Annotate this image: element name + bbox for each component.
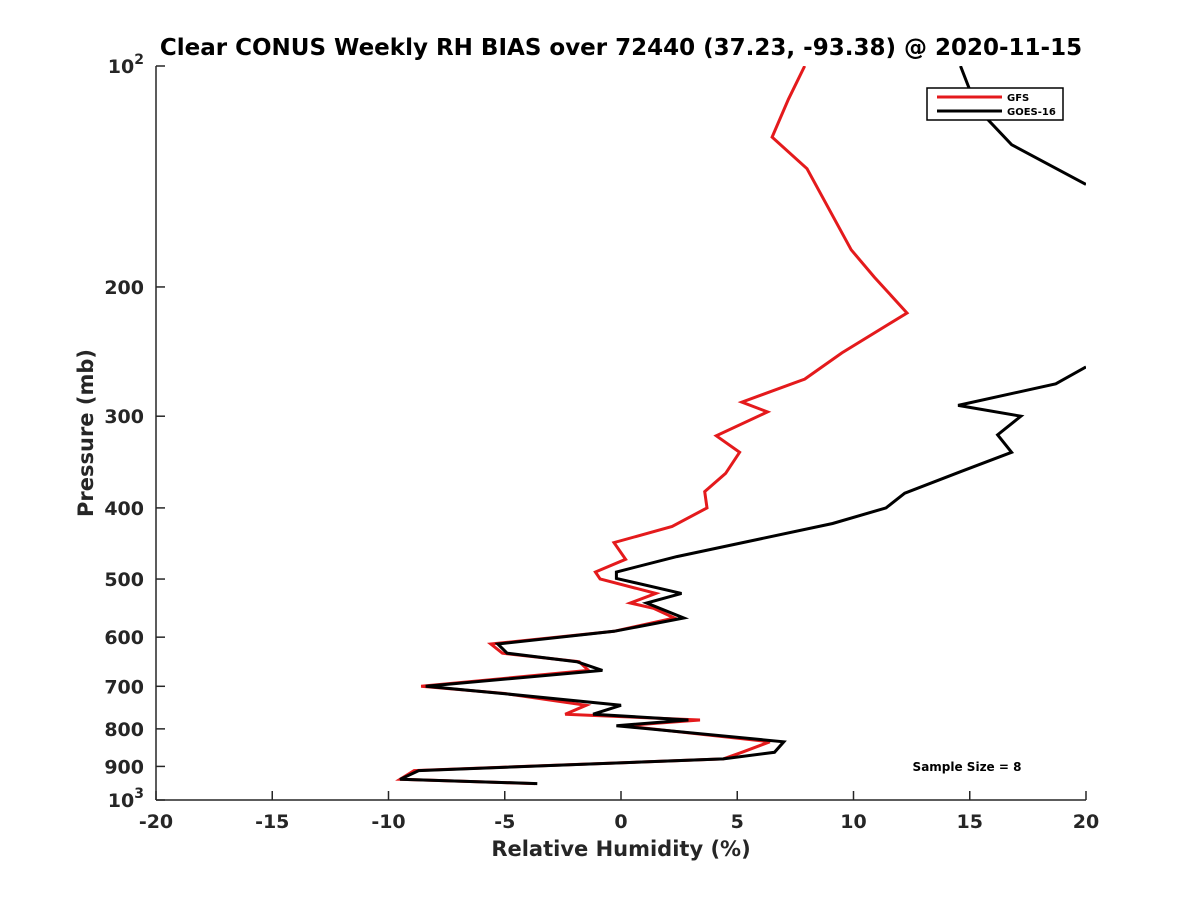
series-line-goes-16 (399, 66, 1086, 786)
x-tick-label: 5 (731, 811, 744, 833)
x-tick-label: 0 (614, 811, 627, 833)
legend: GFS GOES-16 (926, 87, 1064, 121)
x-axis-label: Relative Humidity (%) (491, 837, 750, 861)
y-axis-label: Pressure (mb) (74, 349, 98, 517)
y-tick-label: 600 (104, 627, 144, 649)
sample-size-annotation: Sample Size = 8 (913, 760, 1022, 774)
y-tick-label: 800 (104, 719, 144, 741)
x-tick-label: -15 (255, 811, 289, 833)
axes: -20 -15 -10 -5 0 5 10 15 20 102 200 300 400 500 600 700… (104, 52, 1099, 833)
x-tick-label: -10 (371, 811, 405, 833)
x-tick-label: -20 (139, 811, 173, 833)
y-tick-label: 500 (104, 569, 144, 591)
y-tick-label: 400 (104, 498, 144, 520)
chart-title: Clear CONUS Weekly RH BIAS over 72440 (3… (160, 35, 1082, 61)
y-tick-label: 103 (108, 786, 144, 812)
y-tick-label: 300 (104, 406, 144, 428)
y-tick-label: 200 (104, 277, 144, 299)
y-tick-label: 700 (104, 676, 144, 698)
x-tick-label: 20 (1073, 811, 1099, 833)
y-tick-label: 900 (104, 756, 144, 778)
legend-label-gfs: GFS (1007, 93, 1029, 104)
y-tick-label: 102 (108, 52, 144, 78)
x-tick-label: -5 (494, 811, 515, 833)
legend-box (926, 87, 1064, 121)
plot-area (395, 66, 1086, 786)
legend-label-goes-16: GOES-16 (1007, 107, 1056, 118)
x-tick-label: 10 (840, 811, 866, 833)
x-tick-label: 15 (957, 811, 983, 833)
